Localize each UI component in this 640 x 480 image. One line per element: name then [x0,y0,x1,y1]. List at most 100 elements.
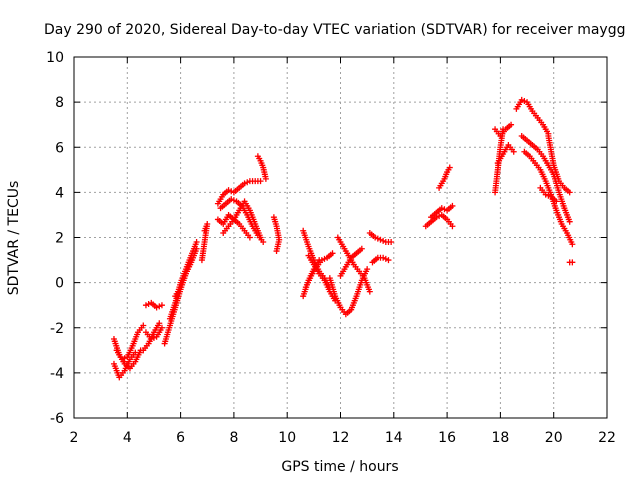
y-tick-label: -6 [50,411,64,427]
series-arc-j2 [334,234,373,295]
series-arc-f3 [217,196,267,246]
tick-labels: 2 4 6 8 10 12 14 16 18 20 22 -6 -4 -2 0 2 4 6 8 10 [46,50,616,446]
y-tick-label: 6 [55,140,64,156]
data-point [158,324,165,331]
x-tick-label: 20 [545,430,563,446]
data-point [156,303,163,310]
x-tick-label: 6 [176,430,185,446]
data-point [228,196,235,203]
data-point [153,304,160,311]
y-axis-label: SDTVAR / TECUs [6,181,22,296]
data-points [110,96,576,381]
series-arc-e [198,220,211,264]
series-arc-m [436,164,453,191]
data-point [569,259,576,266]
y-tick-label: 2 [55,231,64,247]
series-arc-k2 [369,254,392,266]
x-tick-label: 18 [491,430,509,446]
data-point [374,235,381,242]
data-point [140,322,147,329]
data-point [260,239,267,246]
data-point [118,356,125,363]
data-point [257,178,264,185]
y-tick-label: 0 [55,276,64,292]
data-point [569,241,576,248]
data-point [380,254,387,261]
data-point [377,236,384,243]
data-point [521,97,528,104]
x-tick-label: 8 [229,430,238,446]
data-point [566,189,573,196]
x-tick-label: 4 [123,430,132,446]
series-arc-p2 [550,171,573,225]
data-point [508,121,515,128]
x-tick-label: 14 [385,430,403,446]
x-tick-label: 22 [598,430,616,446]
data-point [246,234,253,241]
data-point [225,187,232,194]
x-tick-label: 2 [70,430,79,446]
series-arc-s [566,259,576,266]
series-arc-d3 [172,245,200,300]
data-point [257,234,264,241]
data-point [545,192,552,199]
data-point [449,202,456,209]
data-point [380,237,387,244]
y-tick-label: 10 [46,50,64,66]
series-arc-k [366,229,395,246]
data-point [510,148,517,155]
data-point [449,223,456,230]
data-point [158,302,165,309]
series-arc-r [537,184,560,205]
data-point [201,227,208,234]
chart-title: Day 290 of 2020, Sidereal Day-to-day VTE… [44,22,626,38]
x-tick-label: 16 [438,430,456,446]
data-point [316,257,323,264]
data-point [364,266,371,273]
y-tick-label: -4 [50,366,64,382]
data-point [148,336,155,343]
data-point [566,218,573,225]
series-arc-f2 [214,211,253,241]
series-arc-p1 [518,132,557,178]
data-point [142,302,149,309]
series-arc-n3 [494,141,517,167]
data-point [382,255,389,262]
series-arc-o2 [545,132,573,196]
data-point [366,288,373,295]
data-point [388,239,395,246]
data-point [438,205,445,212]
data-point [241,180,248,187]
y-tick-label: 4 [55,185,64,201]
data-point [121,355,128,362]
x-tick-label: 12 [332,430,350,446]
series-arc-n2 [492,121,515,139]
series-arc-b1 [140,320,163,354]
series-arc-b2 [142,324,165,343]
data-point [372,234,379,241]
data-point [358,245,365,252]
data-point [230,197,237,204]
series-arc-i4 [300,257,323,300]
series-arc-o1 [513,96,552,137]
series-arc-c [142,299,165,311]
data-point [244,179,251,186]
data-point [193,239,200,246]
x-axis-label: GPS time / hours [281,459,398,475]
data-point [262,175,269,182]
plot-frame [73,56,608,419]
data-point [150,334,157,341]
data-point [385,257,392,264]
series-arc-a3 [113,322,147,363]
x-tick-label: 10 [278,430,296,446]
y-tick-label: 8 [55,95,64,111]
series-arc-f1 [214,178,264,207]
series-arc-g [254,153,269,182]
data-point [329,250,336,257]
data-point [446,164,453,171]
series-arc-l [422,211,456,230]
y-tick-label: -2 [50,321,64,337]
data-point [193,245,200,252]
data-point [542,191,549,198]
